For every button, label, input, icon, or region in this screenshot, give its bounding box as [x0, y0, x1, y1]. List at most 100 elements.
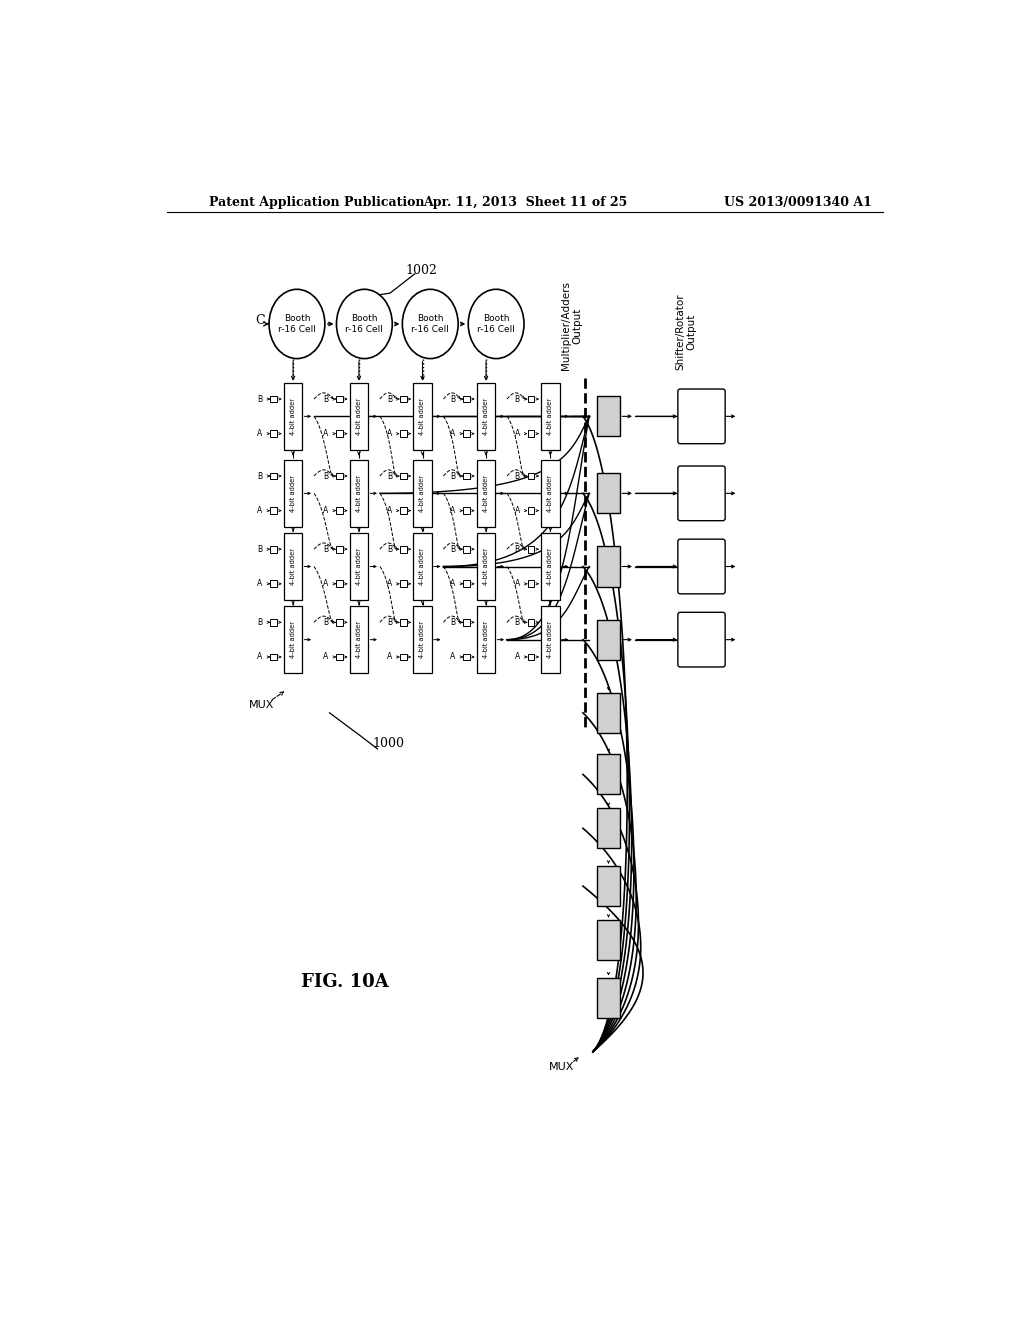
FancyBboxPatch shape [270, 507, 278, 515]
Text: A: A [324, 429, 329, 438]
Text: A: A [451, 652, 456, 661]
Text: A: A [514, 506, 520, 515]
FancyBboxPatch shape [399, 507, 407, 515]
FancyBboxPatch shape [414, 383, 432, 450]
FancyBboxPatch shape [414, 533, 432, 601]
FancyBboxPatch shape [527, 473, 535, 479]
FancyBboxPatch shape [270, 545, 278, 553]
FancyBboxPatch shape [678, 466, 725, 520]
FancyBboxPatch shape [336, 507, 343, 515]
Text: B: B [387, 618, 392, 627]
FancyBboxPatch shape [597, 693, 621, 733]
Text: A: A [514, 579, 520, 589]
Text: A: A [257, 579, 262, 589]
Text: A: A [387, 652, 392, 661]
Text: B: B [324, 545, 329, 553]
FancyBboxPatch shape [270, 473, 278, 479]
FancyBboxPatch shape [597, 978, 621, 1018]
FancyBboxPatch shape [336, 473, 343, 479]
Text: 4-bit adder: 4-bit adder [420, 622, 426, 659]
FancyBboxPatch shape [527, 545, 535, 553]
Text: 4-bit adder: 4-bit adder [420, 397, 426, 434]
FancyBboxPatch shape [270, 396, 278, 403]
Text: B: B [324, 395, 329, 404]
Text: 4-bit adder: 4-bit adder [290, 622, 296, 659]
FancyBboxPatch shape [399, 473, 407, 479]
FancyBboxPatch shape [541, 459, 560, 527]
FancyBboxPatch shape [597, 546, 621, 586]
Text: Apr. 11, 2013  Sheet 11 of 25: Apr. 11, 2013 Sheet 11 of 25 [423, 195, 627, 209]
FancyBboxPatch shape [597, 619, 621, 660]
Text: A: A [257, 429, 262, 438]
FancyBboxPatch shape [414, 606, 432, 673]
FancyBboxPatch shape [597, 866, 621, 906]
FancyBboxPatch shape [597, 755, 621, 795]
Text: B: B [257, 395, 262, 404]
Text: Booth
r-16 Cell: Booth r-16 Cell [345, 314, 383, 334]
Text: MUX: MUX [549, 1063, 574, 1072]
FancyBboxPatch shape [597, 920, 621, 960]
FancyBboxPatch shape [463, 473, 470, 479]
Text: B: B [515, 618, 520, 627]
Text: B: B [451, 618, 456, 627]
Text: 4-bit adder: 4-bit adder [290, 475, 296, 512]
Ellipse shape [402, 289, 458, 359]
Text: 4-bit adder: 4-bit adder [420, 475, 426, 512]
Text: B: B [387, 471, 392, 480]
FancyBboxPatch shape [336, 396, 343, 403]
Text: A: A [324, 652, 329, 661]
FancyBboxPatch shape [463, 581, 470, 587]
Ellipse shape [337, 289, 392, 359]
FancyBboxPatch shape [349, 606, 369, 673]
FancyBboxPatch shape [284, 533, 302, 601]
FancyBboxPatch shape [678, 389, 725, 444]
FancyBboxPatch shape [477, 459, 496, 527]
FancyBboxPatch shape [336, 430, 343, 437]
Text: Booth
r-16 Cell: Booth r-16 Cell [477, 314, 515, 334]
FancyBboxPatch shape [270, 653, 278, 660]
Text: Multiplier/Adders
Output: Multiplier/Adders Output [560, 281, 582, 370]
Text: B: B [257, 545, 262, 553]
Text: Patent Application Publication: Patent Application Publication [209, 195, 425, 209]
Text: 4-bit adder: 4-bit adder [548, 548, 553, 585]
Text: A: A [387, 579, 392, 589]
FancyBboxPatch shape [527, 396, 535, 403]
Text: US 2013/0091340 A1: US 2013/0091340 A1 [724, 195, 872, 209]
Text: 4-bit adder: 4-bit adder [356, 622, 361, 659]
Text: A: A [451, 506, 456, 515]
FancyBboxPatch shape [527, 430, 535, 437]
FancyBboxPatch shape [527, 619, 535, 626]
FancyBboxPatch shape [270, 430, 278, 437]
Text: A: A [387, 506, 392, 515]
FancyBboxPatch shape [336, 581, 343, 587]
FancyBboxPatch shape [477, 383, 496, 450]
Text: B: B [257, 471, 262, 480]
FancyBboxPatch shape [527, 581, 535, 587]
FancyBboxPatch shape [336, 545, 343, 553]
FancyBboxPatch shape [399, 619, 407, 626]
Text: A: A [514, 652, 520, 661]
FancyBboxPatch shape [284, 459, 302, 527]
Text: B: B [387, 545, 392, 553]
FancyBboxPatch shape [399, 581, 407, 587]
Text: A: A [324, 506, 329, 515]
Text: MUX: MUX [249, 700, 274, 710]
FancyBboxPatch shape [541, 606, 560, 673]
FancyBboxPatch shape [477, 533, 496, 601]
FancyBboxPatch shape [399, 396, 407, 403]
FancyBboxPatch shape [463, 619, 470, 626]
Text: Booth
r-16 Cell: Booth r-16 Cell [412, 314, 450, 334]
FancyBboxPatch shape [597, 474, 621, 513]
Text: B: B [257, 618, 262, 627]
Text: A: A [514, 429, 520, 438]
FancyBboxPatch shape [678, 539, 725, 594]
FancyBboxPatch shape [336, 653, 343, 660]
FancyBboxPatch shape [270, 619, 278, 626]
Text: C: C [255, 314, 264, 326]
Text: 4-bit adder: 4-bit adder [548, 475, 553, 512]
Text: B: B [515, 395, 520, 404]
Text: A: A [257, 506, 262, 515]
Text: B: B [515, 471, 520, 480]
FancyBboxPatch shape [270, 581, 278, 587]
Text: 4-bit adder: 4-bit adder [483, 397, 489, 434]
